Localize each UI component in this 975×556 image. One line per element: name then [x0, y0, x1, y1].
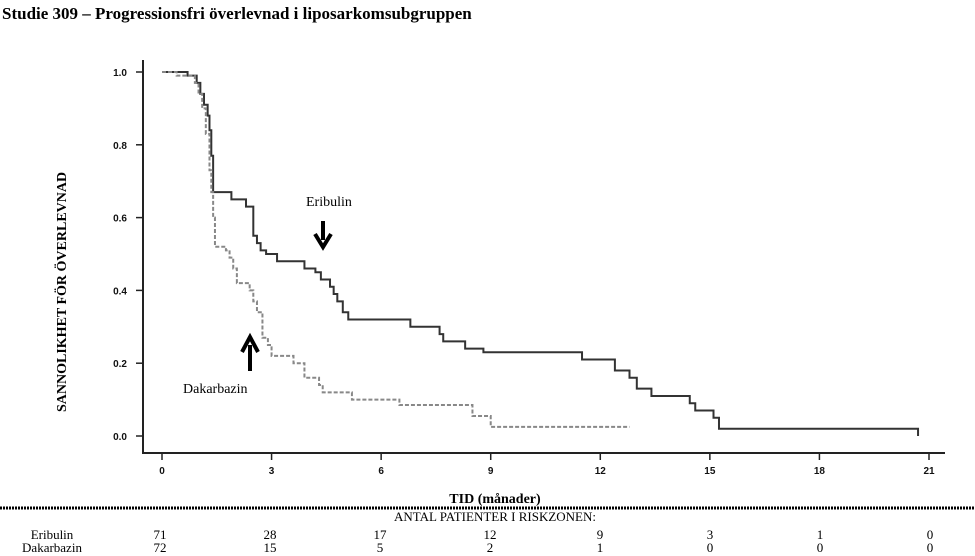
- axes: 0 3 6 9 12 15 18 21 0.0 0.2 0.4 0.6 0.8 1.0: [113, 60, 945, 477]
- y-tick-label: 0.2: [113, 359, 127, 370]
- risk-cell: 2: [487, 540, 494, 555]
- y-tick-label: 1.0: [113, 68, 127, 79]
- risk-cell: 0: [707, 540, 714, 555]
- risk-cell: 71: [154, 527, 167, 542]
- risk-row-label: Eribulin: [31, 527, 74, 542]
- y-tick-label: 0.6: [113, 214, 127, 225]
- chart-title: Studie 309 – Progressionsfri överlevnad …: [2, 4, 472, 23]
- risk-cell: 9: [597, 527, 604, 542]
- y-tick-label: 0.4: [113, 286, 127, 297]
- risk-cell: 0: [817, 540, 824, 555]
- risk-cell: 0: [927, 527, 934, 542]
- km-curve-dakarbazin: [162, 71, 630, 428]
- arrow-down-icon: [313, 221, 333, 251]
- curves: [162, 71, 920, 436]
- risk-row-label: Dakarbazin: [22, 540, 82, 555]
- risk-cell: 1: [817, 527, 824, 542]
- risk-cell: 5: [377, 540, 384, 555]
- x-tick-label: 0: [159, 466, 165, 477]
- risk-cell: 1: [597, 540, 604, 555]
- risk-cell: 72: [154, 540, 167, 555]
- y-tick-label: 0.0: [113, 432, 127, 443]
- x-tick-label: 9: [488, 466, 494, 477]
- x-axis-label: TID (månader): [449, 492, 541, 507]
- risk-cell: 28: [264, 527, 277, 542]
- y-axis-label: SANNOLIKHET FÖR ÖVERLEVNAD: [53, 172, 70, 412]
- risk-cell: 0: [927, 540, 934, 555]
- axis-frame: [142, 60, 945, 454]
- risk-table-title: ANTAL PATIENTER I RISKZONEN:: [394, 509, 596, 524]
- x-tick-label: 18: [814, 466, 826, 477]
- risk-cell: 15: [264, 540, 277, 555]
- x-tick-label: 15: [704, 466, 716, 477]
- annotation-eribulin: Eribulin: [306, 195, 352, 210]
- x-tick-label: 12: [595, 466, 607, 477]
- annotation-dakarbazin: Dakarbazin: [183, 382, 248, 397]
- risk-cell: 17: [374, 527, 388, 542]
- y-tick-label: 0.8: [113, 141, 127, 152]
- risk-cell: 12: [484, 527, 497, 542]
- x-tick-label: 21: [923, 466, 935, 477]
- x-tick-label: 6: [378, 466, 384, 477]
- risk-cell: 3: [707, 527, 714, 542]
- km-curve-eribulin: [162, 71, 920, 436]
- arrow-up-icon: [240, 332, 260, 371]
- x-tick-label: 3: [269, 466, 275, 477]
